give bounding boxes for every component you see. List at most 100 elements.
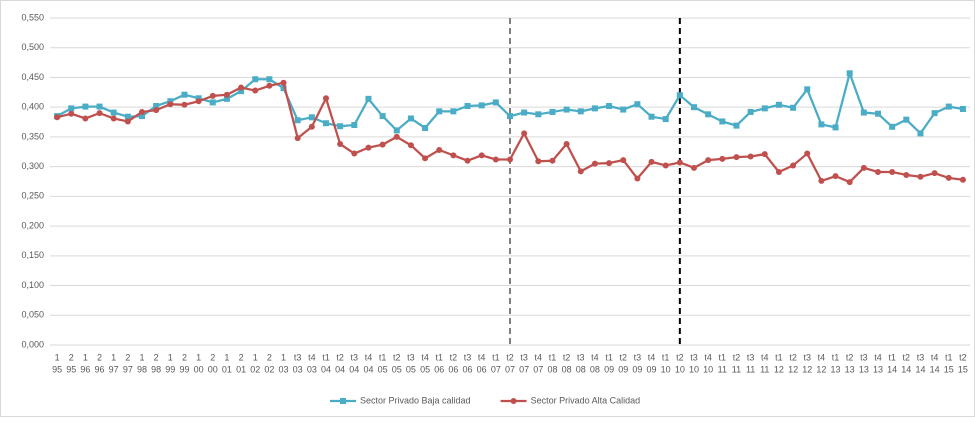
marker	[507, 113, 513, 120]
marker	[804, 150, 811, 157]
marker	[521, 109, 528, 116]
marker	[648, 113, 655, 120]
x-tick-label: t2	[733, 352, 741, 362]
x-tick-label: 98	[137, 364, 147, 374]
marker	[846, 70, 853, 77]
x-tick-label: 2	[267, 352, 272, 362]
x-tick-label: t4	[308, 352, 316, 362]
x-tick-label: t2	[903, 352, 911, 362]
x-tick-label: 07	[491, 364, 501, 374]
x-tick-label: t1	[549, 352, 557, 362]
x-tick-label: 08	[562, 364, 572, 374]
marker	[365, 144, 372, 151]
y-tick-label: 0,500	[21, 42, 44, 52]
y-tick-label: 0,200	[21, 220, 44, 230]
x-tick-label: t3	[690, 352, 698, 362]
x-tick-label: 04	[335, 364, 345, 374]
x-tick-label: t4	[478, 352, 486, 362]
marker	[705, 157, 712, 164]
marker	[761, 151, 768, 158]
marker	[478, 102, 485, 109]
marker	[139, 113, 145, 120]
marker	[691, 104, 697, 111]
marker	[917, 130, 924, 137]
x-tick-label: 04	[321, 364, 331, 374]
marker	[492, 156, 499, 163]
x-tick-label: 99	[179, 364, 189, 374]
x-tick-label: t1	[775, 352, 783, 362]
x-tick-label: t3	[407, 352, 415, 362]
x-tick-label: 11	[746, 364, 755, 374]
marker	[535, 111, 542, 118]
marker	[450, 108, 457, 115]
x-tick-label: 06	[448, 364, 458, 374]
x-tick-label: t1	[888, 352, 896, 362]
y-tick-label: 0,300	[21, 161, 44, 171]
marker	[139, 108, 145, 115]
x-tick-label: 2	[210, 352, 215, 362]
x-tick-label: 97	[123, 364, 133, 374]
x-tick-label: 14	[930, 364, 940, 374]
marker	[110, 109, 117, 116]
x-tick-label: t2	[619, 352, 627, 362]
marker	[294, 135, 301, 142]
x-tick-label: t3	[351, 352, 359, 362]
marker	[195, 98, 202, 105]
x-tick-label: 2	[154, 352, 159, 362]
marker	[365, 95, 372, 102]
x-tick-label: t1	[492, 352, 500, 362]
x-tick-label: 04	[363, 364, 373, 374]
marker	[308, 114, 315, 121]
x-tick-label: t4	[535, 352, 543, 362]
marker	[549, 108, 556, 115]
x-tick-label: t2	[959, 352, 967, 362]
x-tick-label: t4	[648, 352, 656, 362]
x-tick-label: 09	[632, 364, 642, 374]
marker	[351, 150, 358, 157]
marker	[379, 113, 386, 120]
x-tick-label: t2	[563, 352, 571, 362]
x-tick-label: 05	[378, 364, 388, 374]
marker	[68, 105, 75, 112]
x-tick-label: 06	[463, 364, 473, 374]
marker	[606, 160, 613, 167]
marker	[450, 152, 457, 159]
marker	[804, 86, 811, 93]
marker	[563, 106, 570, 113]
marker	[238, 84, 245, 91]
x-tick-label: 10	[703, 364, 713, 374]
marker	[676, 159, 683, 166]
marker	[591, 160, 598, 167]
marker	[606, 102, 613, 109]
x-tick-label: 1	[224, 352, 229, 362]
marker	[860, 109, 867, 116]
x-tick-label: 1	[111, 352, 116, 362]
x-tick-label: t1	[435, 352, 443, 362]
marker	[889, 123, 896, 130]
marker	[337, 141, 344, 148]
x-tick-label: 96	[95, 364, 105, 374]
marker	[478, 152, 485, 159]
marker	[931, 170, 938, 177]
marker	[393, 133, 400, 140]
marker	[832, 124, 839, 131]
x-tick-label: 1	[139, 352, 144, 362]
x-tick-label: 2	[69, 352, 74, 362]
marker	[153, 102, 160, 109]
x-tick-label: t1	[605, 352, 613, 362]
marker	[790, 162, 797, 169]
marker	[379, 141, 386, 148]
marker	[464, 157, 471, 164]
marker	[337, 123, 344, 130]
x-tick-label: 08	[547, 364, 557, 374]
marker	[775, 101, 782, 108]
x-tick-label: t3	[294, 352, 302, 362]
marker	[875, 110, 881, 117]
x-tick-label: t2	[336, 352, 344, 362]
marker	[407, 115, 414, 122]
legend-label: Sector Privado Alta Calidad	[531, 395, 641, 405]
marker	[323, 95, 329, 102]
x-tick-label: t3	[917, 352, 925, 362]
